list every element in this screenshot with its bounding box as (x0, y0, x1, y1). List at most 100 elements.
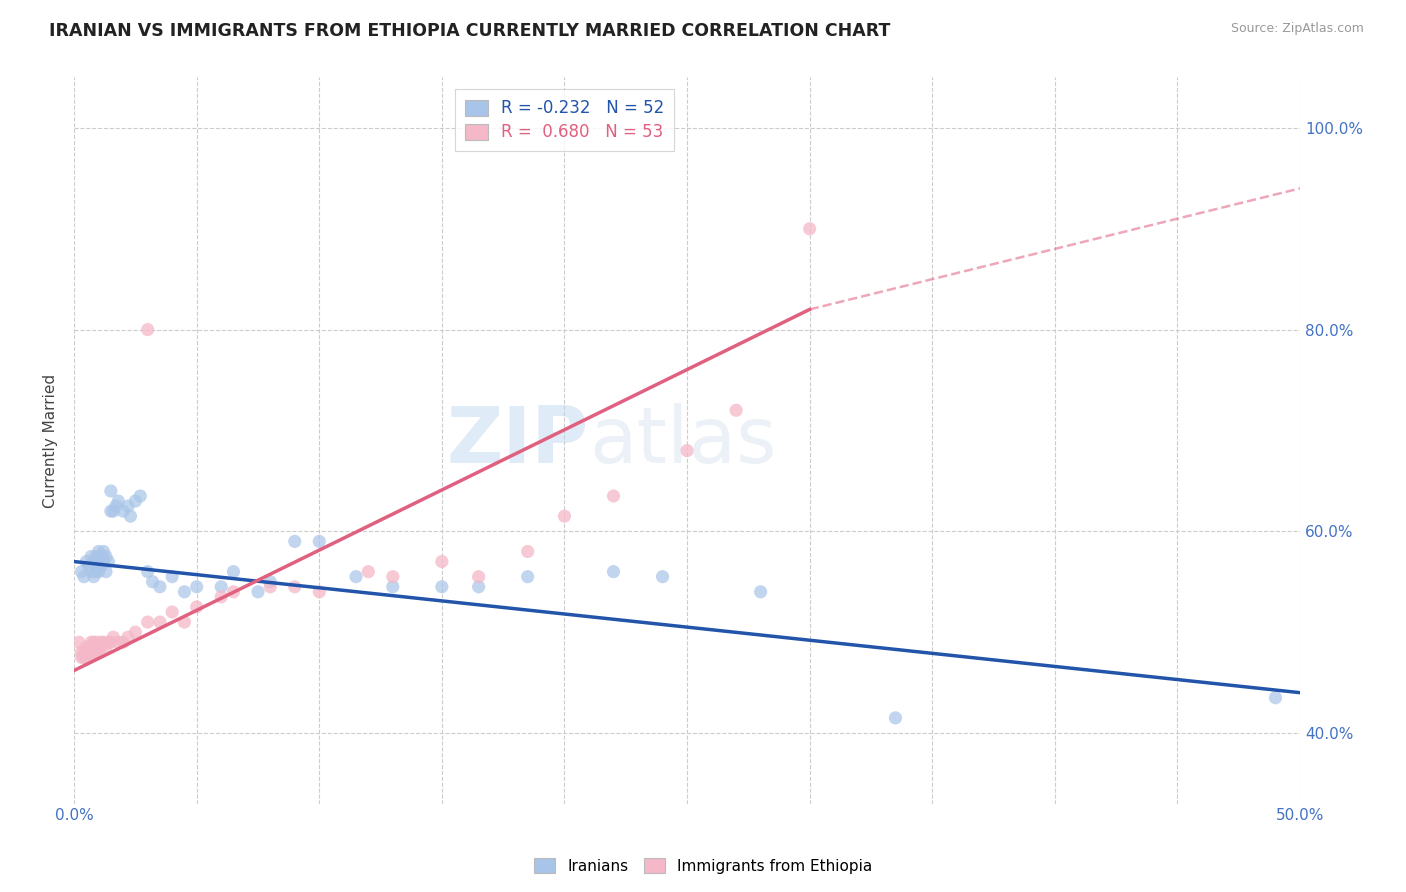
Point (97, 635, 120, 649)
Point (93, 635, 115, 649)
Point (83, 635, 105, 649)
Point (94, 640, 117, 655)
Point (246, 584, 269, 599)
Point (100, 483, 122, 498)
Point (1264, 690, 1286, 705)
Point (70, 650, 93, 665)
Point (87, 555, 110, 569)
Point (676, 443, 699, 458)
Point (97, 555, 120, 569)
Point (80, 549, 103, 564)
Point (467, 580, 489, 594)
Point (430, 555, 453, 569)
Text: ZIP: ZIP (447, 402, 589, 478)
Point (90, 635, 112, 649)
Text: atlas: atlas (589, 402, 776, 478)
Point (112, 504, 135, 518)
Point (222, 584, 245, 599)
Point (602, 565, 624, 579)
Point (117, 499, 139, 513)
Point (173, 615, 195, 629)
Point (94, 565, 117, 579)
Point (259, 580, 281, 594)
Point (749, 584, 772, 599)
Point (90, 549, 112, 564)
Point (80, 640, 103, 655)
Point (70, 565, 93, 579)
Text: Source: ZipAtlas.com: Source: ZipAtlas.com (1230, 22, 1364, 36)
Point (87, 565, 110, 579)
Point (67, 635, 90, 649)
Point (209, 590, 232, 604)
Point (83, 570, 105, 584)
Point (75, 650, 97, 665)
Point (83, 645, 105, 659)
Point (83, 640, 105, 655)
Point (222, 565, 245, 579)
Point (103, 504, 125, 518)
Point (160, 570, 183, 584)
Point (209, 580, 232, 594)
Point (602, 489, 624, 503)
Point (75, 555, 97, 569)
Point (73, 570, 96, 584)
Point (103, 630, 125, 644)
Point (80, 565, 103, 579)
Point (553, 509, 575, 524)
Point (83, 555, 105, 569)
Point (112, 635, 135, 649)
Point (884, 711, 907, 725)
Point (73, 645, 96, 659)
Point (142, 574, 165, 589)
Point (186, 599, 208, 614)
Point (430, 580, 453, 594)
Point (107, 635, 129, 649)
Point (84, 565, 107, 579)
Point (87, 645, 110, 659)
Point (136, 615, 159, 629)
Point (104, 499, 127, 513)
Point (120, 509, 142, 524)
Point (75, 645, 97, 659)
Point (84, 635, 107, 649)
Point (77, 559, 100, 574)
Point (93, 544, 115, 558)
Point (107, 494, 129, 508)
Point (84, 549, 107, 564)
Point (308, 534, 330, 549)
Point (186, 580, 208, 594)
Point (117, 630, 139, 644)
Point (381, 580, 404, 594)
Point (94, 549, 117, 564)
Point (308, 584, 330, 599)
Point (80, 645, 103, 659)
Point (149, 580, 172, 594)
Point (136, 322, 159, 336)
Point (87, 544, 110, 558)
Point (70, 645, 93, 659)
Point (136, 565, 159, 579)
Point (77, 650, 100, 665)
Point (149, 615, 172, 629)
Point (381, 570, 404, 584)
Point (90, 559, 112, 574)
Y-axis label: Currently Married: Currently Married (44, 374, 58, 508)
Point (124, 494, 146, 508)
Point (80, 635, 103, 649)
Point (284, 534, 307, 549)
Point (75, 640, 97, 655)
Point (799, 221, 821, 235)
Legend: R = -0.232   N = 52, R =  0.680   N = 53: R = -0.232 N = 52, R = 0.680 N = 53 (454, 89, 675, 152)
Point (90, 640, 112, 655)
Point (73, 650, 96, 665)
Point (516, 544, 538, 558)
Point (84, 645, 107, 659)
Point (357, 565, 380, 579)
Point (259, 574, 281, 589)
Point (173, 584, 195, 599)
Point (129, 489, 152, 503)
Point (160, 605, 183, 619)
Legend: Iranians, Immigrants from Ethiopia: Iranians, Immigrants from Ethiopia (527, 852, 879, 880)
Point (124, 625, 146, 640)
Point (651, 570, 673, 584)
